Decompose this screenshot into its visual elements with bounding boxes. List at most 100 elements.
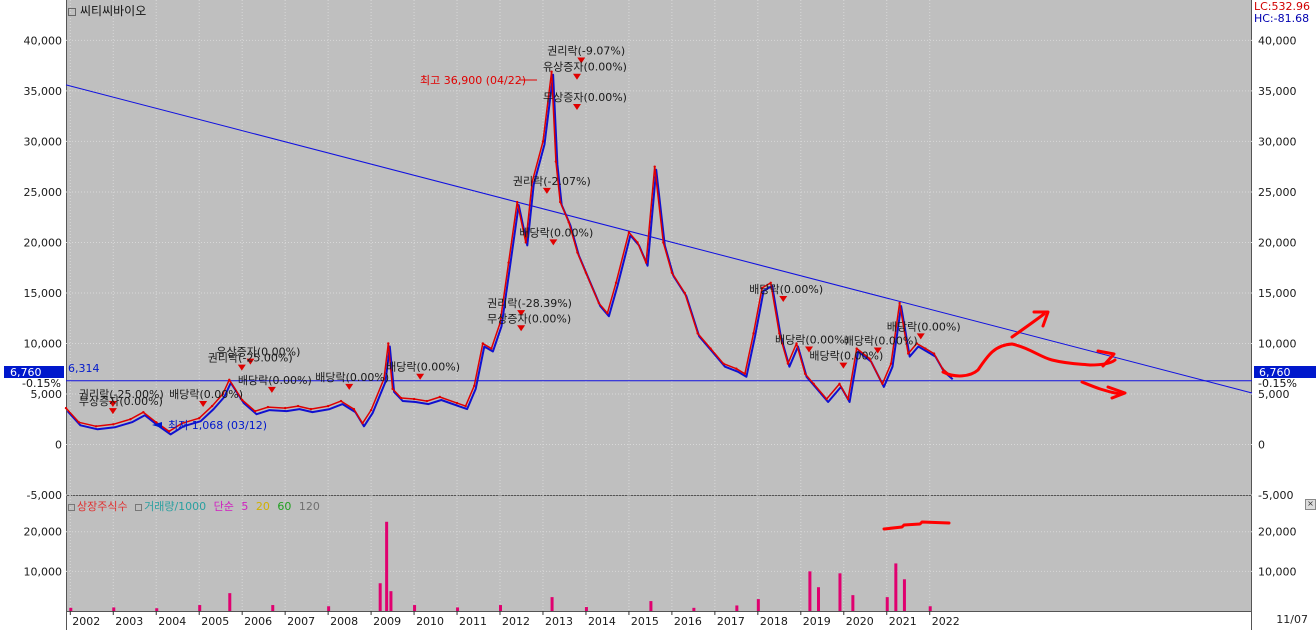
close-icon[interactable]: × xyxy=(1305,499,1316,510)
price-point xyxy=(881,382,884,386)
price-point xyxy=(531,180,534,184)
legend-ma20[interactable]: 20 xyxy=(255,500,270,513)
y-tick-label-right: 20,000 xyxy=(1258,236,1297,249)
price-point xyxy=(670,271,674,274)
corporate-action-label: 권리락(-25.00%) xyxy=(79,388,164,401)
x-tick-label: 2011 xyxy=(459,615,487,628)
y-tick-label-right: 0 xyxy=(1258,438,1265,451)
price-point xyxy=(915,342,919,345)
y-tick-label-left: 5,000 xyxy=(31,388,63,401)
legend-ma5[interactable]: 5 xyxy=(241,500,249,513)
legend-listed-shares[interactable]: 상장주식수 xyxy=(77,500,128,513)
legend-volume[interactable]: 거래량/1000 xyxy=(144,500,207,513)
volume-bar xyxy=(271,605,275,611)
stock-title[interactable]: 씨티씨바이오 xyxy=(68,2,146,19)
event-marker-icon xyxy=(199,401,208,408)
price-point xyxy=(369,408,373,412)
price-point xyxy=(352,407,356,411)
price-point xyxy=(743,372,747,375)
price-point xyxy=(932,352,936,355)
price-point xyxy=(361,422,364,425)
legend-ma60[interactable]: 60 xyxy=(277,500,292,513)
volume-bar xyxy=(885,597,889,611)
price-point xyxy=(653,165,656,168)
volume-bar xyxy=(155,608,159,611)
event-marker-icon xyxy=(542,187,551,194)
price-point xyxy=(283,406,287,410)
title-checkbox-icon[interactable] xyxy=(68,7,76,16)
price-point xyxy=(155,421,158,424)
x-tick-label: 2002 xyxy=(72,615,100,628)
event-marker-icon xyxy=(267,386,276,393)
y-tick-label-left: 25,000 xyxy=(24,186,63,199)
volume-legend[interactable]: 상장주식수 거래량/1000 단순 5 20 60 120 xyxy=(68,498,324,514)
event-marker-icon xyxy=(517,310,526,317)
pct-right: -0.15% xyxy=(1258,377,1297,390)
x-tick-label: 2021 xyxy=(889,615,917,628)
event-marker-icon xyxy=(517,325,526,332)
volume-bar xyxy=(389,591,393,611)
corporate-action-label: 배당락(0.00%) xyxy=(386,361,460,374)
x-tick-label: 2020 xyxy=(846,615,874,628)
price-point xyxy=(597,301,601,305)
legend-simple[interactable]: 단순 xyxy=(213,500,234,513)
price-tag-right-text: 6,760 xyxy=(1259,366,1291,379)
price-point xyxy=(769,281,772,285)
corporate-action-label: 배당락(0.00%) xyxy=(238,374,312,387)
volume-bar xyxy=(928,606,932,611)
price-point xyxy=(228,378,231,382)
x-tick-label: 2010 xyxy=(416,615,444,628)
volume-tick-label-left: 10,000 xyxy=(24,565,63,578)
price-point xyxy=(898,301,901,305)
y-tick-label-left: 35,000 xyxy=(24,85,63,98)
price-point xyxy=(240,398,244,402)
price-point xyxy=(825,397,828,401)
legend-ma120[interactable]: 120 xyxy=(298,500,320,513)
y-tick-label-left: 30,000 xyxy=(24,135,63,148)
price-point xyxy=(490,347,493,350)
price-point xyxy=(550,70,553,73)
x-tick-label: 2007 xyxy=(287,615,315,628)
price-point xyxy=(309,407,313,411)
volume-bar xyxy=(413,605,417,611)
volume-bar xyxy=(838,573,842,611)
price-point xyxy=(627,231,631,234)
event-marker-icon xyxy=(577,57,586,64)
corporate-action-label: 권리락(-9.07%) xyxy=(547,45,625,58)
price-point xyxy=(760,286,764,290)
price-point xyxy=(606,311,609,315)
volume-bar xyxy=(378,583,382,611)
volume-bar xyxy=(228,593,232,611)
price-point xyxy=(266,405,270,409)
event-marker-icon xyxy=(246,358,255,365)
corporate-action-label: 배당락(0.00%) xyxy=(749,283,823,296)
y-tick-label-right: 35,000 xyxy=(1258,85,1297,98)
x-tick-label: 2017 xyxy=(717,615,745,628)
volume-bar xyxy=(808,571,812,611)
lc-hc-readout: LC:532.96 HC:-81.68 xyxy=(1254,1,1310,25)
x-tick-label: 2006 xyxy=(244,615,272,628)
price-point xyxy=(524,241,527,244)
x-tick-label: 2008 xyxy=(330,615,358,628)
x-tick-label: 2014 xyxy=(588,615,616,628)
legend-checkbox-icon[interactable] xyxy=(68,503,75,511)
volume-bar xyxy=(584,607,588,611)
price-line-shadow xyxy=(66,73,954,436)
corporate-action-label: 권리락(-2.07%) xyxy=(513,175,591,188)
volume-bar xyxy=(69,607,73,611)
price-point xyxy=(696,332,699,335)
corporate-action-label: 배당락(0.00%) xyxy=(887,320,961,333)
price-point xyxy=(498,322,502,325)
price-point xyxy=(142,410,145,414)
y-tick-label-left: 20,000 xyxy=(24,236,63,249)
legend-checkbox-icon[interactable] xyxy=(135,503,143,511)
volume-tick-label-right: 20,000 xyxy=(1258,526,1297,539)
event-marker-icon xyxy=(805,346,814,353)
price-point xyxy=(210,404,214,408)
volume-bar xyxy=(112,607,116,611)
price-point xyxy=(455,401,459,405)
price-point xyxy=(722,362,725,365)
event-marker-icon xyxy=(873,347,882,354)
price-point xyxy=(941,367,944,370)
